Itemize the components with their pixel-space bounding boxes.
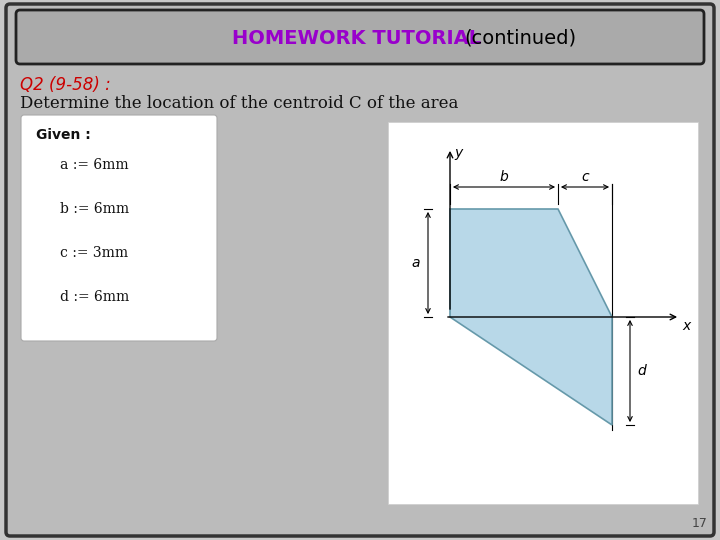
Text: c := 3mm: c := 3mm [60,246,128,260]
Text: (continued): (continued) [464,29,576,48]
Text: Q2 (9-58) :: Q2 (9-58) : [20,76,111,94]
Text: d := 6mm: d := 6mm [60,290,130,304]
Text: y: y [454,146,462,160]
Text: Given :: Given : [36,128,91,142]
Text: b := 6mm: b := 6mm [60,202,129,216]
Text: HOMEWORK TUTORIAL: HOMEWORK TUTORIAL [232,29,481,48]
Text: d: d [638,364,647,378]
Bar [388,122,698,504]
Text: b: b [500,170,508,184]
FancyBboxPatch shape [16,10,704,64]
Polygon shape [450,209,612,425]
FancyBboxPatch shape [21,115,217,341]
FancyBboxPatch shape [6,4,714,536]
Text: c: c [581,170,589,184]
Text: 17: 17 [692,517,708,530]
Text: Determine the location of the centroid C of the area: Determine the location of the centroid C… [20,95,459,112]
Text: a: a [412,256,420,270]
Text: a := 6mm: a := 6mm [60,158,129,172]
Text: x: x [682,319,690,333]
